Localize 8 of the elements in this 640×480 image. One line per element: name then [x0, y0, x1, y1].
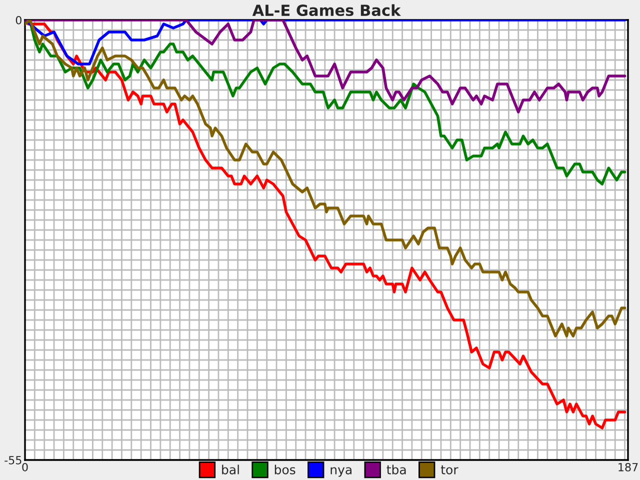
- legend-label: bos: [274, 464, 296, 474]
- x-tick-label: 187: [618, 462, 638, 472]
- legend-label: bal: [222, 464, 239, 474]
- legend-label: tor: [440, 465, 458, 474]
- chart-title: AL-E Games Back: [252, 4, 401, 16]
- y-tick-label: -55: [4, 456, 22, 464]
- legend-label: nya: [330, 467, 352, 477]
- legend-label: tba: [386, 464, 406, 474]
